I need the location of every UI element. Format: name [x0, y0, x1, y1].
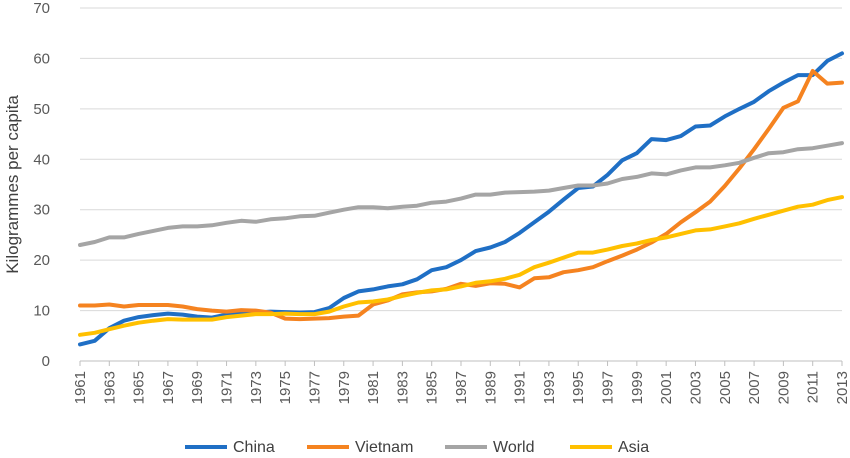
x-tick-label: 1987	[453, 371, 470, 404]
x-tick-label: 2001	[658, 371, 675, 404]
x-tick-label: 1975	[277, 371, 294, 404]
series-line-china	[78, 51, 844, 347]
x-tick-label: 1965	[131, 371, 148, 404]
y-axis-ticks: 0 10 20 30 40 50 60 70	[33, 0, 50, 370]
x-tick-label: 1967	[160, 371, 177, 404]
x-tick-label: 1977	[306, 371, 323, 404]
x-tick-label: 1973	[248, 371, 265, 404]
x-tick-label: 1979	[336, 371, 353, 404]
x-tick-label: 1991	[512, 371, 529, 404]
y-tick-label: 20	[33, 252, 50, 269]
legend-label-china: China	[233, 439, 275, 456]
y-tick-label: 0	[42, 353, 50, 370]
x-tick-label: 1995	[570, 371, 587, 404]
x-tick-label: 1983	[394, 371, 411, 404]
x-tick-label: 1985	[424, 371, 441, 404]
x-tick-label: 1997	[600, 371, 617, 404]
x-tick-label: 2003	[687, 371, 704, 404]
y-tick-label: 30	[33, 202, 50, 219]
series-lines	[78, 51, 844, 347]
legend-label-asia: Asia	[618, 439, 649, 456]
x-axis-ticks: 1961 1963 1965 1967 1969 1971 1973 1975 1977 1979…	[72, 361, 850, 404]
series-line-world	[78, 141, 844, 247]
x-tick-label: 1981	[365, 371, 382, 404]
series-line-asia	[78, 195, 844, 337]
legend: China Vietnam World Asia	[185, 439, 649, 456]
x-tick-label: 2009	[775, 371, 792, 404]
y-axis-label: Kilogrammes per capita	[3, 95, 22, 274]
y-tick-label: 60	[33, 50, 50, 67]
x-tick-label: 2013	[834, 371, 850, 404]
legend-label-world: World	[493, 439, 535, 456]
x-tick-label: 1971	[219, 371, 236, 404]
y-tick-label: 10	[33, 303, 50, 320]
x-tick-label: 1961	[72, 371, 89, 404]
y-tick-label: 70	[33, 0, 50, 17]
series-line-vietnam	[78, 69, 844, 322]
x-tick-label: 2011	[805, 371, 822, 403]
x-tick-label: 1989	[482, 371, 499, 404]
legend-label-vietnam: Vietnam	[355, 439, 413, 456]
x-tick-label: 1999	[629, 371, 646, 404]
x-tick-label: 1993	[541, 371, 558, 404]
y-tick-label: 40	[33, 151, 50, 168]
x-tick-label: 1963	[101, 371, 118, 404]
x-tick-label: 2005	[717, 371, 734, 404]
x-tick-label: 2007	[746, 371, 763, 404]
y-tick-label: 50	[33, 101, 50, 118]
x-tick-label: 1969	[189, 371, 206, 404]
